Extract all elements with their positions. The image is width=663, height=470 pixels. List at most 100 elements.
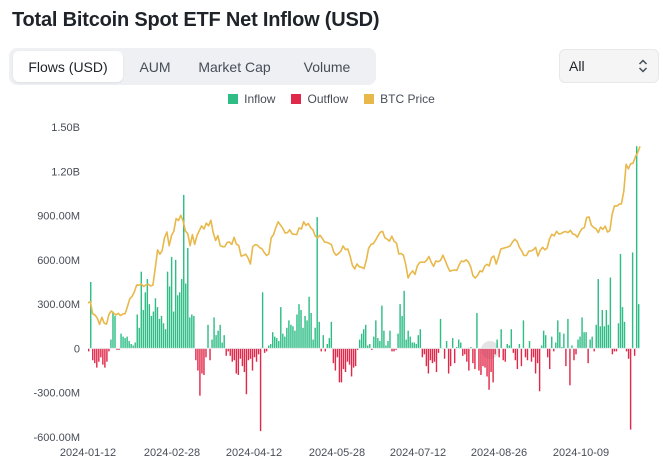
outflow-bar xyxy=(332,348,335,364)
outflow-bar xyxy=(429,348,432,361)
inflow-bar xyxy=(164,329,167,349)
outflow-bar xyxy=(524,348,527,358)
inflow-bar xyxy=(172,311,175,349)
inflow-bar xyxy=(156,307,159,349)
inflow-bar xyxy=(308,296,310,349)
inflow-bar xyxy=(290,324,292,349)
outflow-bar xyxy=(433,348,436,362)
inflow-bar xyxy=(551,336,553,349)
inflow-bar xyxy=(272,332,274,349)
inflow-bar xyxy=(542,330,545,349)
inflow-bar xyxy=(322,335,324,349)
inflow-bar xyxy=(383,330,385,349)
range-select[interactable]: All xyxy=(559,49,659,83)
y-tick-label: 0 xyxy=(74,343,80,355)
outflow-bar xyxy=(352,348,355,368)
outflow-bar xyxy=(573,348,575,361)
outflow-bar xyxy=(553,348,555,352)
inflow-bar xyxy=(601,310,603,349)
outflow-bar xyxy=(423,348,426,355)
outflow-bar xyxy=(92,348,94,361)
outflow-bar xyxy=(195,348,197,361)
inflow-bar xyxy=(152,311,155,349)
outflow-bar xyxy=(199,348,201,396)
inflow-bar xyxy=(140,271,142,349)
outflow-bar xyxy=(334,348,337,371)
legend-btc[interactable]: BTC Price xyxy=(364,92,435,106)
inflow-bar xyxy=(571,345,573,349)
inflow-bar xyxy=(176,295,179,349)
legend-outflow[interactable]: Outflow xyxy=(291,92,348,106)
inflow-bar xyxy=(193,315,195,349)
outflow-bar xyxy=(629,348,632,430)
inflow-bar xyxy=(373,336,375,349)
outflow-bar xyxy=(472,348,474,364)
outflow-bar xyxy=(253,348,256,358)
inflow-bar xyxy=(211,339,213,349)
outflow-bar xyxy=(627,348,630,359)
outflow-bar xyxy=(468,348,470,371)
outflow-bar xyxy=(106,348,108,362)
inflow-bar xyxy=(528,341,531,349)
tab-market-cap[interactable]: Market Cap xyxy=(198,58,271,75)
range-select-value: All xyxy=(569,58,585,74)
legend-inflow-label: Inflow xyxy=(244,92,276,106)
outflow-bar xyxy=(354,348,357,367)
inflow-bar xyxy=(170,256,173,349)
inflow-bar xyxy=(122,336,124,349)
inflow-bar xyxy=(375,320,377,349)
outflow-bar xyxy=(633,348,636,356)
inflow-bar xyxy=(389,330,391,349)
outflow-bar xyxy=(611,348,614,355)
inflow-bar xyxy=(128,341,130,349)
inflow-bar xyxy=(451,338,454,349)
outflow-bar xyxy=(324,348,326,352)
outflow-bar xyxy=(437,348,440,353)
outflow-bar xyxy=(393,348,395,352)
inflow-bar xyxy=(124,338,126,349)
inflow-bar xyxy=(506,344,508,349)
outflow-bar xyxy=(488,348,490,390)
outflow-bar xyxy=(241,348,244,367)
inflow-bar xyxy=(579,336,581,349)
x-tick-label: 2024-05-28 xyxy=(309,447,365,459)
inflow-bar xyxy=(510,329,513,349)
legend-inflow[interactable]: Inflow xyxy=(228,92,275,106)
inflow-bar xyxy=(312,339,314,349)
inflow-bar xyxy=(385,345,387,349)
outflow-bar xyxy=(462,348,464,356)
x-tick-label: 2024-10-09 xyxy=(553,447,609,459)
outflow-bar xyxy=(336,348,339,358)
outflow-bar xyxy=(482,348,484,367)
tab-aum[interactable]: AUM xyxy=(139,58,171,75)
inflow-bar xyxy=(476,313,478,349)
inflow-bar xyxy=(583,332,585,349)
inflow-swatch xyxy=(228,94,239,104)
tab-flows[interactable]: Flows (USD) xyxy=(13,51,123,82)
inflow-bar xyxy=(134,342,136,349)
outflow-bar xyxy=(593,348,595,352)
outflow-bar xyxy=(356,348,359,350)
inflow-bar xyxy=(318,321,320,349)
outflow-bar xyxy=(453,348,456,364)
outflow-bar xyxy=(565,348,567,367)
inflow-bar xyxy=(367,345,369,349)
tab-volume[interactable]: Volume xyxy=(303,58,351,75)
inflow-bar xyxy=(274,336,276,349)
inflow-bar xyxy=(369,344,371,349)
metric-tabs: Flows (USD) AUM Market Cap Volume xyxy=(9,48,376,85)
inflow-bar xyxy=(407,330,409,349)
outflow-bar xyxy=(346,348,349,362)
inflow-bar xyxy=(158,318,161,349)
legend-outflow-label: Outflow xyxy=(307,92,349,106)
y-tick-label: 1.20B xyxy=(51,166,80,178)
inflow-bar xyxy=(217,330,219,349)
outflow-bar xyxy=(538,348,541,392)
outflow-bar xyxy=(350,348,353,377)
outflow-bar xyxy=(534,348,537,374)
inflow-bar xyxy=(413,342,415,349)
inflow-bar xyxy=(365,324,367,349)
outflow-bar xyxy=(225,348,227,356)
inflow-bar xyxy=(296,314,298,349)
